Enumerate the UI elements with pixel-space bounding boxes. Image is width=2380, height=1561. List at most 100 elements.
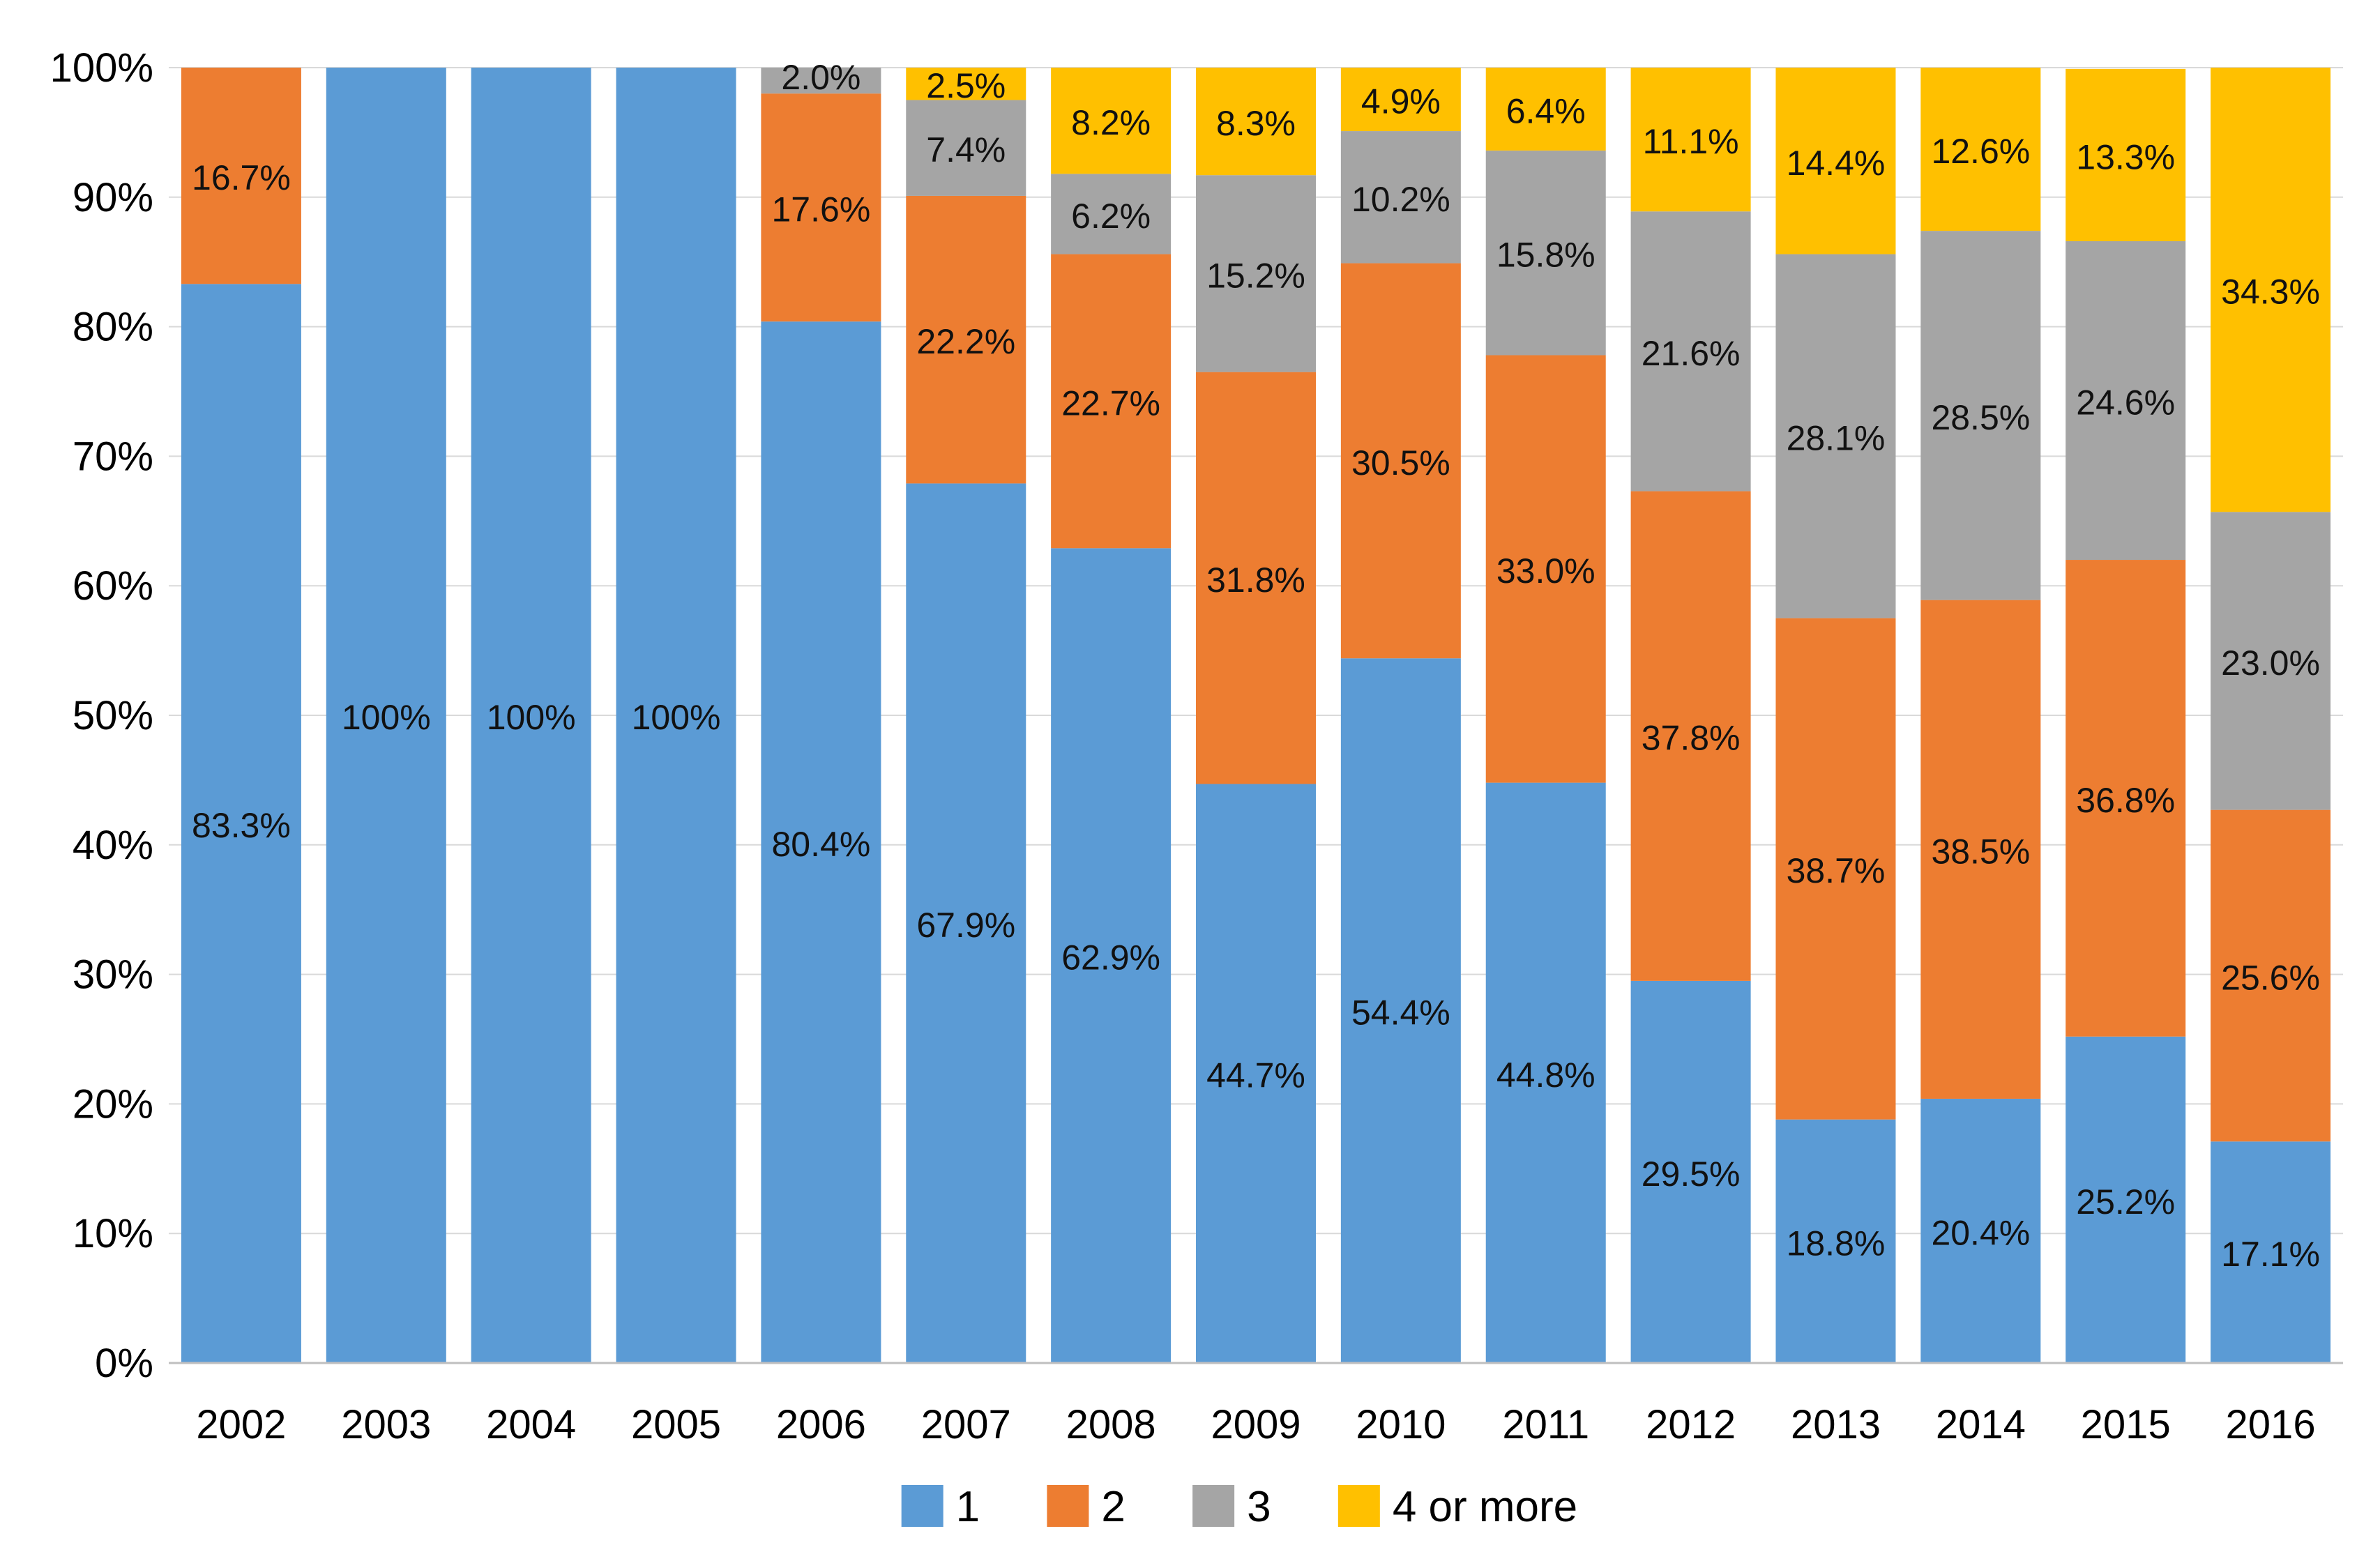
bar-segment-3-2008 bbox=[1051, 174, 1172, 254]
x-tick-label: 2014 bbox=[1936, 1402, 2026, 1447]
data-label: 12.6% bbox=[1931, 132, 2030, 171]
bar-segment-1-2015 bbox=[2066, 1036, 2186, 1363]
bar-segment-2-2010 bbox=[1340, 263, 1461, 659]
bar-segment-4-or-more-2015 bbox=[2066, 68, 2186, 241]
x-tick-label: 2016 bbox=[2226, 1402, 2316, 1447]
bar-segment-1-2009 bbox=[1196, 784, 1316, 1363]
data-label: 31.8% bbox=[1206, 561, 1305, 600]
data-label: 6.4% bbox=[1506, 91, 1586, 130]
data-label: 62.9% bbox=[1061, 938, 1160, 977]
x-tick-label: 2003 bbox=[341, 1402, 431, 1447]
data-label: 38.7% bbox=[1787, 851, 1886, 890]
legend-swatch bbox=[901, 1485, 943, 1527]
data-label: 28.1% bbox=[1787, 419, 1886, 458]
data-label: 22.7% bbox=[1061, 383, 1160, 422]
data-label: 8.2% bbox=[1071, 103, 1151, 142]
x-tick-label: 2013 bbox=[1791, 1402, 1881, 1447]
data-label: 28.5% bbox=[1931, 398, 2030, 437]
data-label: 100% bbox=[632, 698, 721, 737]
bar-segment-3-2014 bbox=[1920, 231, 2041, 600]
y-tick-label: 40% bbox=[73, 823, 153, 868]
bar-segment-1-2004 bbox=[471, 68, 591, 1363]
legend-item-3: 3 bbox=[1192, 1483, 1271, 1531]
data-label: 67.9% bbox=[916, 906, 1015, 945]
legend-swatch bbox=[1337, 1485, 1380, 1527]
data-label: 29.5% bbox=[1642, 1155, 1741, 1194]
x-tick-label: 2011 bbox=[1502, 1402, 1589, 1447]
bar-segment-1-2010 bbox=[1340, 658, 1461, 1363]
data-label: 83.3% bbox=[192, 806, 291, 845]
bar-segment-4-or-more-2007 bbox=[906, 68, 1026, 100]
x-tick-label: 2007 bbox=[921, 1402, 1011, 1447]
data-label: 22.2% bbox=[916, 322, 1015, 361]
bar-segment-2-2015 bbox=[2066, 560, 2186, 1037]
legend: 1 2 3 4 or more bbox=[901, 1483, 1577, 1531]
y-tick-label: 50% bbox=[73, 693, 153, 738]
y-tick-label: 30% bbox=[73, 952, 153, 998]
x-tick-label: 2005 bbox=[631, 1402, 721, 1447]
y-tick-label: 60% bbox=[73, 563, 153, 609]
bar-segment-2-2013 bbox=[1775, 618, 1896, 1120]
y-tick-label: 0% bbox=[95, 1341, 153, 1386]
x-tick-label: 2009 bbox=[1211, 1402, 1301, 1447]
bar-segment-4-or-more-2016 bbox=[2211, 68, 2331, 512]
bar-segment-1-2008 bbox=[1051, 548, 1172, 1363]
bar-segment-2-2012 bbox=[1630, 491, 1751, 981]
data-label: 14.4% bbox=[1787, 144, 1886, 183]
data-label: 11.1% bbox=[1643, 122, 1739, 161]
y-tick-label: 90% bbox=[73, 175, 153, 220]
bar-segment-1-2012 bbox=[1630, 980, 1751, 1363]
bar-segment-3-2006 bbox=[761, 68, 881, 94]
bar-segment-2-2016 bbox=[2211, 809, 2331, 1142]
data-label: 2.0% bbox=[781, 58, 861, 97]
bar-segment-2-2008 bbox=[1051, 254, 1172, 549]
x-tick-label: 2002 bbox=[196, 1402, 286, 1447]
data-label: 8.3% bbox=[1216, 104, 1296, 143]
bar-segment-2-2006 bbox=[761, 93, 881, 322]
legend-label: 3 bbox=[1247, 1483, 1271, 1531]
bar-segment-2-2011 bbox=[1485, 355, 1606, 783]
legend-swatch bbox=[1047, 1485, 1089, 1527]
bar-segment-4-or-more-2011 bbox=[1485, 68, 1606, 151]
bar-segment-1-2007 bbox=[906, 483, 1026, 1364]
x-tick-label: 2004 bbox=[486, 1402, 576, 1447]
data-label: 7.4% bbox=[926, 130, 1006, 169]
data-label: 38.5% bbox=[1931, 832, 2030, 871]
data-label: 18.8% bbox=[1787, 1224, 1886, 1263]
bar-segment-1-2014 bbox=[1920, 1098, 2041, 1363]
data-label: 37.8% bbox=[1642, 719, 1741, 758]
data-label: 15.2% bbox=[1206, 256, 1305, 295]
data-label: 44.8% bbox=[1496, 1056, 1595, 1095]
y-tick-label: 100% bbox=[50, 45, 153, 91]
bar-segment-3-2009 bbox=[1196, 175, 1316, 372]
data-label: 4.9% bbox=[1361, 82, 1441, 121]
x-tick-label: 2010 bbox=[1356, 1402, 1446, 1447]
data-label: 16.7% bbox=[192, 158, 291, 197]
data-label: 24.6% bbox=[2076, 383, 2175, 422]
bar-segment-4-or-more-2014 bbox=[1920, 68, 2041, 231]
bar-segment-4-or-more-2008 bbox=[1051, 68, 1172, 174]
bar-segment-2-2014 bbox=[1920, 600, 2041, 1099]
axes: 0% 10% 20% 30% 40% 50% 60% 70% 80% 90% 100% 2002 200… bbox=[50, 45, 2343, 1447]
legend-item-1: 1 bbox=[901, 1483, 980, 1531]
bar-segment-2-2007 bbox=[906, 195, 1026, 484]
y-tick-label: 20% bbox=[73, 1081, 153, 1127]
data-label: 23.0% bbox=[2221, 644, 2320, 683]
y-tick-label: 80% bbox=[73, 305, 153, 350]
x-tick-label: 2006 bbox=[776, 1402, 866, 1447]
data-label: 100% bbox=[342, 698, 431, 737]
bar-segment-4-or-more-2010 bbox=[1340, 68, 1461, 132]
bar-segment-1-2016 bbox=[2211, 1141, 2331, 1363]
data-label: 6.2% bbox=[1071, 197, 1151, 236]
x-tick-label: 2015 bbox=[2081, 1402, 2171, 1447]
bar-segment-1-2013 bbox=[1775, 1119, 1896, 1363]
x-tick-label: 2012 bbox=[1646, 1402, 1736, 1447]
data-label: 15.8% bbox=[1496, 236, 1595, 275]
data-label: 33.0% bbox=[1496, 551, 1595, 591]
data-label: 21.6% bbox=[1642, 334, 1741, 373]
x-tick-label: 2008 bbox=[1066, 1402, 1156, 1447]
data-labels: 83.3% 16.7% 100% 100% 100% 80.4% 17.6% 2.0% 67.9… bbox=[192, 58, 2320, 1274]
bar-segment-3-2016 bbox=[2211, 512, 2331, 810]
data-label: 34.3% bbox=[2221, 273, 2320, 312]
